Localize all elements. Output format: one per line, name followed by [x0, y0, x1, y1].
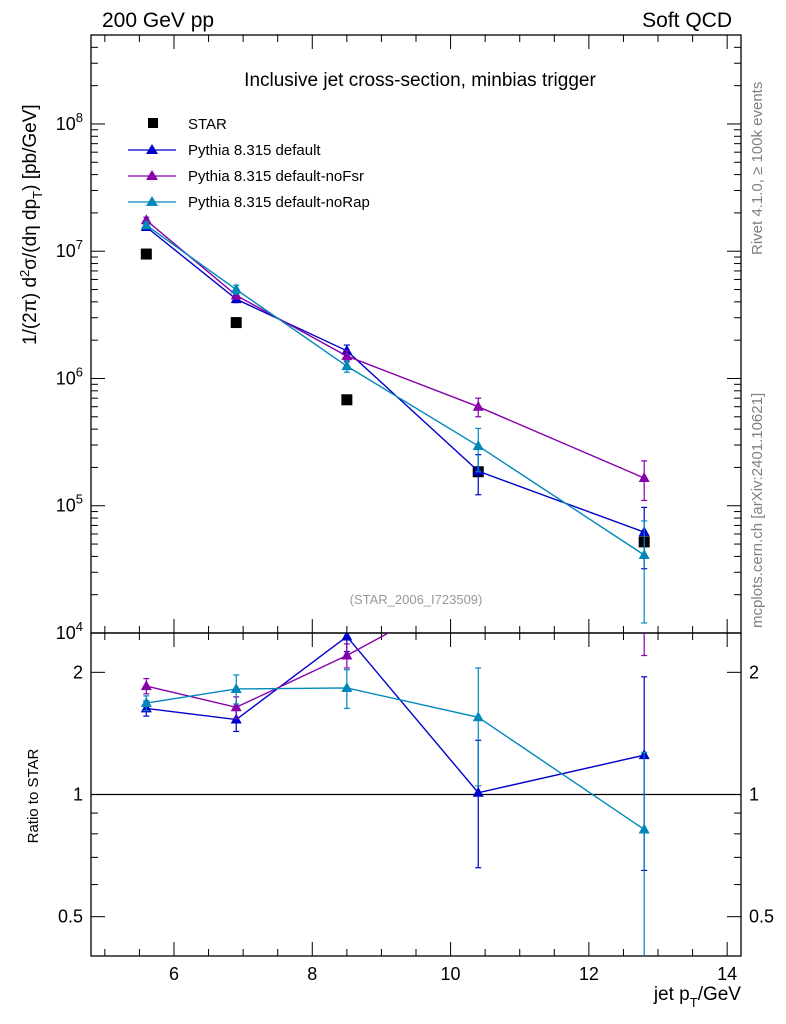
x-tick-label: 6	[169, 964, 179, 984]
ratio-plot: 6 8 10 12 140.5 0.51 12 2	[58, 578, 774, 984]
default-data-point	[341, 344, 353, 355]
legend-marker-norap	[146, 196, 158, 206]
ratio-ylabel: Ratio to STAR	[25, 748, 42, 843]
noRap-line	[145, 224, 645, 556]
main-plot: 104 105 106 107 108	[56, 34, 742, 643]
x-tick-label: 12	[579, 964, 599, 984]
header-right: Soft QCD	[642, 9, 732, 32]
noRap-data-point	[472, 439, 484, 450]
noFsr-ratio-point	[473, 578, 484, 588]
legend-marker-star	[148, 118, 158, 128]
noRap-data-point	[140, 219, 152, 230]
noFsr-line	[145, 219, 645, 479]
noFsr-ratio-point	[230, 701, 242, 712]
star-data-point	[230, 317, 242, 329]
x-tick-label: 8	[307, 964, 317, 984]
legend-label-star: STAR	[188, 116, 227, 133]
noRap-data-point	[638, 549, 650, 560]
x-tick-label: 14	[717, 964, 737, 984]
noFsr-data-point	[341, 350, 353, 361]
default-ratio-line	[146, 635, 645, 794]
default-ratio-point	[341, 633, 353, 641]
header-left: 200 GeV pp	[102, 9, 214, 32]
noFsr-ratio-point	[140, 680, 152, 691]
ratio-series-group	[140, 578, 650, 956]
ratio-y-tick-label: 2	[73, 662, 83, 682]
y-tick-label: 106	[56, 364, 83, 388]
star-data-point	[341, 394, 353, 406]
x-axis-label: jet pT/GeV	[653, 984, 741, 1010]
y-tick-label: 108	[56, 110, 83, 134]
legend-label-norap: Pythia 8.315 default-noRap	[188, 194, 370, 211]
legend-marker-default	[146, 144, 158, 154]
ratio-y-tick-label-right: 1	[749, 785, 759, 805]
legend-label-nofsr: Pythia 8.315 default-noFsr	[188, 168, 364, 185]
noFsr-data-point	[638, 472, 650, 483]
noRap-data-point	[230, 283, 242, 294]
noFsr-ratio-point	[341, 649, 353, 660]
legend: STAR Pythia 8.315 default Pythia 8.315 d…	[128, 116, 370, 211]
noRap-data-point	[341, 360, 353, 371]
ratio-y-tick-label-right: 2	[749, 662, 759, 682]
noRap-ratio-point	[230, 682, 242, 693]
noRap-ratio-point	[341, 681, 353, 692]
noRap-ratio-line	[146, 687, 645, 831]
noRap-ratio-point	[140, 697, 152, 708]
ratio-y-tick-label: 1	[73, 785, 83, 805]
default-line	[145, 226, 645, 533]
star-data-point	[140, 248, 152, 260]
rivet-version-label: Rivet 4.1.0, ≥ 100k events	[749, 82, 766, 255]
y-tick-label: 107	[56, 237, 83, 261]
noRap-ratio-point	[638, 823, 650, 834]
y-tick-label: 104	[56, 619, 83, 643]
legend-marker-nofsr	[146, 170, 158, 180]
x-tick-label: 10	[441, 964, 461, 984]
default-ratio-point	[472, 786, 484, 797]
chart-title: Inclusive jet cross-section, minbias tri…	[244, 70, 596, 91]
main-ylabel: 1/(2π) d2σ/(dη dpT) [pb/GeV]	[17, 104, 45, 345]
noFsr-data-point	[472, 400, 484, 411]
legend-label-default: Pythia 8.315 default	[188, 142, 321, 159]
main-series-group	[140, 214, 650, 624]
noRap-ratio-point	[472, 711, 484, 722]
ratio-y-tick-label: 0.5	[58, 907, 83, 927]
analysis-code: (STAR_2006_I723509)	[350, 592, 483, 607]
y-tick-label: 105	[56, 492, 83, 516]
ratio-y-tick-label-right: 0.5	[749, 907, 774, 927]
mcplots-label: mcplots.cern.ch [arXiv:2401.10621]	[749, 393, 766, 628]
